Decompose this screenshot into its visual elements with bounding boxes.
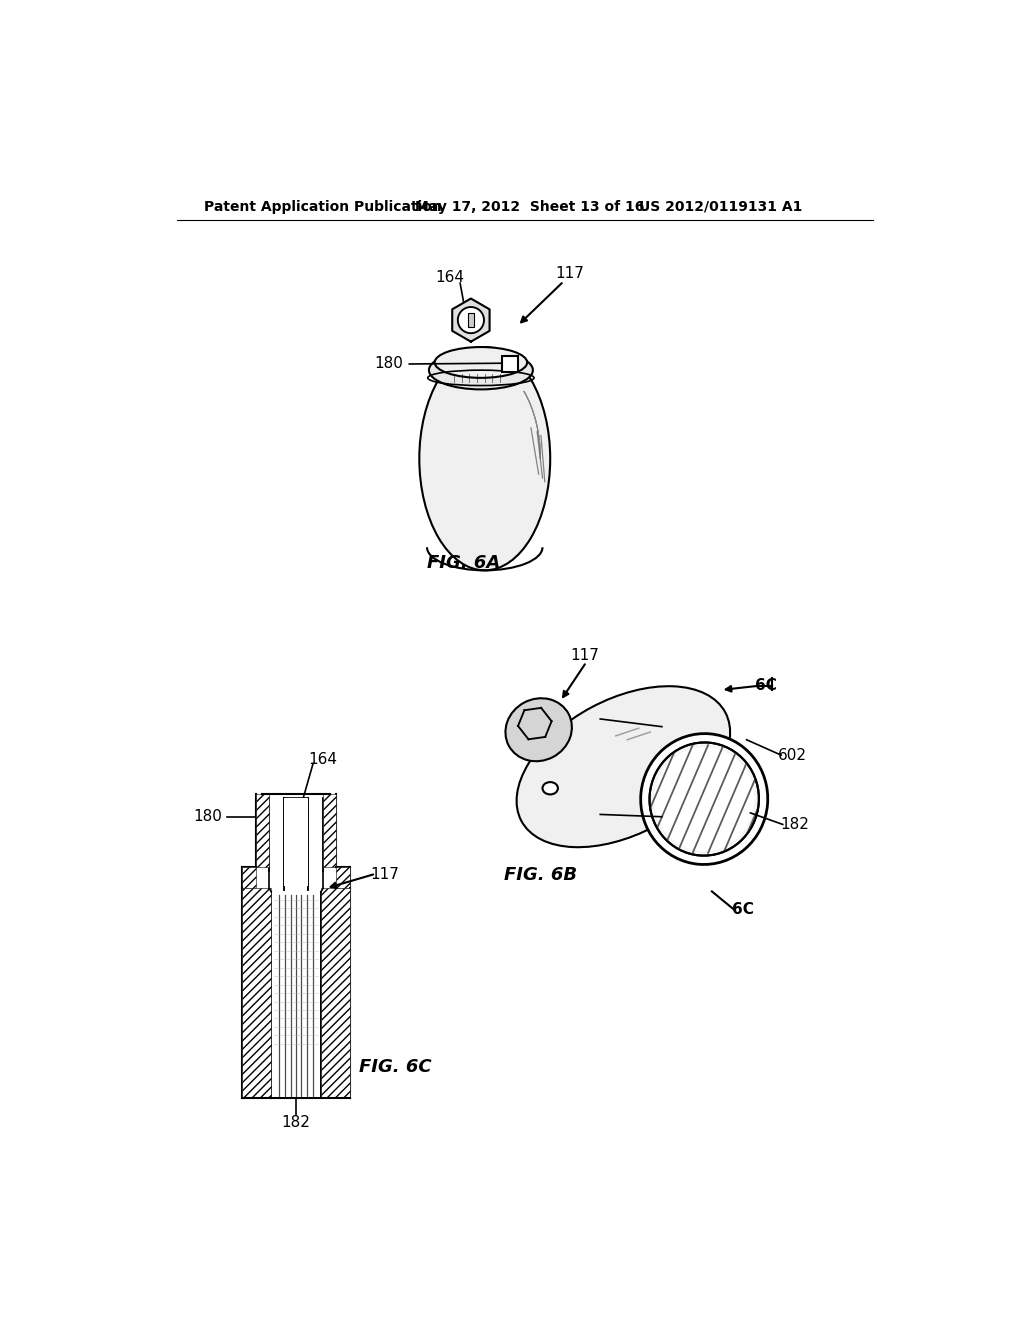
- Text: US 2012/0119131 A1: US 2012/0119131 A1: [639, 199, 802, 214]
- Text: 117: 117: [570, 648, 599, 663]
- Polygon shape: [453, 298, 489, 342]
- Ellipse shape: [543, 781, 558, 795]
- Bar: [468, 313, 474, 327]
- Text: 117: 117: [371, 867, 399, 882]
- Text: 6C: 6C: [732, 902, 754, 916]
- Ellipse shape: [641, 734, 768, 865]
- Text: 6C: 6C: [755, 678, 777, 693]
- Circle shape: [458, 308, 484, 333]
- Bar: [336, 867, 350, 888]
- Bar: [321, 888, 350, 1098]
- Text: 602: 602: [778, 747, 807, 763]
- Text: 164: 164: [308, 751, 338, 767]
- Text: 182: 182: [282, 1115, 310, 1130]
- Text: 182: 182: [780, 817, 809, 832]
- Text: Patent Application Publication: Patent Application Publication: [204, 199, 441, 214]
- FancyBboxPatch shape: [503, 356, 518, 372]
- Text: 164: 164: [435, 271, 465, 285]
- Bar: [323, 793, 336, 867]
- Text: 180: 180: [374, 356, 403, 371]
- Ellipse shape: [654, 747, 755, 851]
- Text: FIG. 6A: FIG. 6A: [427, 553, 501, 572]
- Ellipse shape: [506, 698, 571, 762]
- Bar: [243, 867, 256, 888]
- Text: 180: 180: [194, 809, 222, 824]
- Ellipse shape: [419, 347, 550, 570]
- Text: May 17, 2012  Sheet 13 of 16: May 17, 2012 Sheet 13 of 16: [416, 199, 645, 214]
- Ellipse shape: [435, 347, 527, 378]
- Ellipse shape: [649, 742, 759, 855]
- Bar: [256, 793, 269, 867]
- Bar: [243, 888, 271, 1098]
- Ellipse shape: [429, 351, 532, 389]
- Text: FIG. 6B: FIG. 6B: [504, 866, 578, 883]
- Bar: [272, 892, 319, 1097]
- Bar: [284, 797, 308, 886]
- Text: 117: 117: [555, 267, 584, 281]
- Text: FIG. 6C: FIG. 6C: [359, 1059, 432, 1076]
- Ellipse shape: [516, 686, 730, 847]
